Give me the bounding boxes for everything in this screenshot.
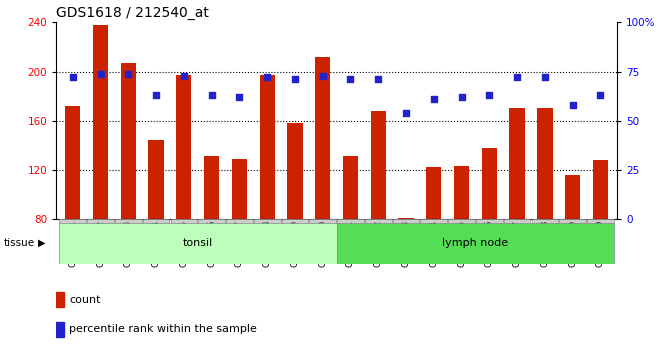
Text: GSM51375: GSM51375 <box>457 219 466 267</box>
Bar <box>476 219 503 224</box>
Bar <box>482 148 497 219</box>
Bar <box>93 25 108 219</box>
Text: GSM51384: GSM51384 <box>152 219 160 267</box>
Text: GSM51386: GSM51386 <box>207 219 216 267</box>
Text: tonsil: tonsil <box>183 238 213 248</box>
Bar <box>399 218 414 219</box>
Bar <box>531 219 558 224</box>
Text: ▶: ▶ <box>38 238 45 248</box>
Point <box>179 73 189 78</box>
Bar <box>587 219 614 224</box>
Bar <box>393 219 419 224</box>
Text: count: count <box>69 295 101 305</box>
Bar <box>143 219 170 224</box>
Point <box>540 75 550 80</box>
Bar <box>65 106 81 219</box>
Bar <box>337 223 614 264</box>
Text: GSM51388: GSM51388 <box>263 219 272 267</box>
Point <box>317 73 328 78</box>
Point <box>95 71 106 76</box>
Bar <box>259 75 275 219</box>
Point <box>290 77 300 82</box>
Point <box>345 77 356 82</box>
Bar <box>310 219 336 224</box>
Bar <box>448 219 475 224</box>
Text: GSM51389: GSM51389 <box>290 219 300 267</box>
Text: GSM51387: GSM51387 <box>235 219 244 267</box>
Bar <box>56 292 64 307</box>
Text: GSM51380: GSM51380 <box>596 219 605 267</box>
Text: tissue: tissue <box>3 238 34 248</box>
Text: GSM51374: GSM51374 <box>429 219 438 267</box>
Bar <box>559 219 586 224</box>
Bar <box>232 159 247 219</box>
Bar <box>282 219 308 224</box>
Text: GSM51376: GSM51376 <box>485 219 494 267</box>
Text: GSM51377: GSM51377 <box>513 219 521 267</box>
Point <box>456 95 467 100</box>
Bar <box>426 167 442 219</box>
Bar <box>121 63 136 219</box>
Bar <box>420 219 447 224</box>
Point <box>123 71 133 76</box>
Text: GSM51382: GSM51382 <box>96 219 105 267</box>
Point <box>428 96 439 102</box>
Point <box>207 92 217 98</box>
Bar <box>510 108 525 219</box>
Text: GSM51381: GSM51381 <box>68 219 77 267</box>
Text: lymph node: lymph node <box>442 238 508 248</box>
Text: GSM51378: GSM51378 <box>541 219 549 267</box>
Bar <box>565 175 580 219</box>
Text: GSM51373: GSM51373 <box>401 219 411 267</box>
Point <box>67 75 78 80</box>
Bar <box>593 160 608 219</box>
Point <box>595 92 606 98</box>
Bar <box>198 219 225 224</box>
Bar <box>254 219 280 224</box>
Bar <box>287 123 302 219</box>
Bar <box>204 156 219 219</box>
Bar <box>59 223 337 264</box>
Point <box>373 77 383 82</box>
Point <box>401 110 411 116</box>
Bar <box>337 219 364 224</box>
Text: GSM51379: GSM51379 <box>568 219 577 267</box>
Bar <box>504 219 531 224</box>
Text: GDS1618 / 212540_at: GDS1618 / 212540_at <box>56 6 209 20</box>
Bar <box>170 219 197 224</box>
Text: GSM51385: GSM51385 <box>180 219 188 267</box>
Bar <box>176 75 191 219</box>
Bar <box>115 219 142 224</box>
Point <box>484 92 494 98</box>
Text: GSM51372: GSM51372 <box>374 219 383 267</box>
Bar <box>371 111 386 219</box>
Point <box>568 102 578 108</box>
Bar <box>56 322 64 337</box>
Bar <box>59 219 86 224</box>
Point <box>512 75 523 80</box>
Text: percentile rank within the sample: percentile rank within the sample <box>69 324 257 334</box>
Bar <box>454 166 469 219</box>
Point <box>262 75 273 80</box>
Point <box>150 92 161 98</box>
Text: GSM51390: GSM51390 <box>318 219 327 267</box>
Bar <box>537 108 552 219</box>
Bar <box>315 57 331 219</box>
Bar <box>343 156 358 219</box>
Bar <box>365 219 391 224</box>
Point <box>234 95 245 100</box>
Bar <box>226 219 253 224</box>
Bar <box>148 140 164 219</box>
Text: GSM51383: GSM51383 <box>124 219 133 267</box>
Text: GSM51371: GSM51371 <box>346 219 355 267</box>
Bar <box>87 219 114 224</box>
